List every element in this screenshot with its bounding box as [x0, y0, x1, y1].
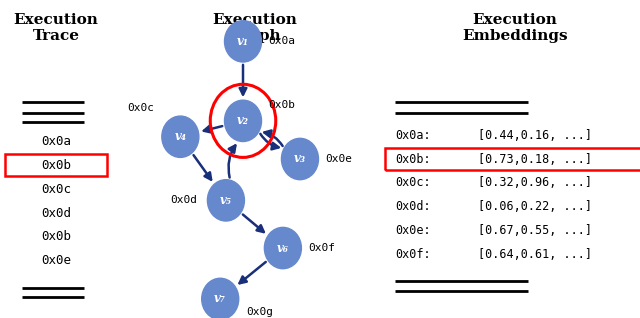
Text: 0x0c:: 0x0c: — [396, 176, 431, 189]
Text: v₂: v₂ — [237, 114, 249, 127]
Text: Execution
Embeddings: Execution Embeddings — [462, 13, 568, 43]
FancyArrowPatch shape — [239, 262, 266, 283]
Text: 0x0a:: 0x0a: — [396, 129, 431, 142]
Text: 0x0b: 0x0b — [41, 159, 71, 172]
Text: 0x0c: 0x0c — [128, 103, 155, 113]
Text: 0x0a: 0x0a — [41, 135, 71, 148]
Text: 0x0e:: 0x0e: — [396, 224, 431, 237]
Text: Execution
Trace: Execution Trace — [13, 13, 99, 43]
Text: 0x0b: 0x0b — [269, 100, 296, 110]
FancyArrowPatch shape — [239, 65, 246, 94]
Text: 0x0a: 0x0a — [269, 36, 296, 46]
Circle shape — [264, 227, 301, 269]
FancyArrowPatch shape — [243, 215, 264, 232]
Text: 0x0d: 0x0d — [41, 207, 71, 219]
Text: v₅: v₅ — [220, 194, 232, 207]
Text: v₆: v₆ — [277, 242, 289, 254]
Text: 0x0b:: 0x0b: — [396, 153, 431, 165]
Circle shape — [162, 116, 199, 157]
Text: [0.64,0.61, ...]: [0.64,0.61, ...] — [477, 248, 592, 261]
Text: 0x0g: 0x0g — [246, 307, 273, 317]
FancyArrowPatch shape — [264, 130, 283, 146]
Text: 0x0c: 0x0c — [41, 183, 71, 196]
Text: v₄: v₄ — [174, 130, 186, 143]
Text: 0x0d: 0x0d — [170, 195, 197, 205]
Circle shape — [282, 138, 319, 180]
Text: 0x0e: 0x0e — [41, 254, 71, 267]
Text: 0x0f: 0x0f — [308, 243, 335, 253]
Text: v₃: v₃ — [294, 153, 306, 165]
Text: [0.67,0.55, ...]: [0.67,0.55, ...] — [477, 224, 592, 237]
FancyArrowPatch shape — [228, 145, 236, 177]
FancyArrowPatch shape — [260, 134, 278, 149]
Text: [0.06,0.22, ...]: [0.06,0.22, ...] — [477, 200, 592, 213]
Text: 0x0b: 0x0b — [41, 231, 71, 243]
Text: [0.44,0.16, ...]: [0.44,0.16, ...] — [477, 129, 592, 142]
Circle shape — [207, 180, 244, 221]
Text: 0x0d:: 0x0d: — [396, 200, 431, 213]
Circle shape — [225, 21, 262, 62]
Circle shape — [225, 100, 262, 142]
Text: 0x0f:: 0x0f: — [396, 248, 431, 261]
Text: [0.32,0.96, ...]: [0.32,0.96, ...] — [477, 176, 592, 189]
Text: Execution
Graph: Execution Graph — [212, 13, 297, 43]
Text: v₁: v₁ — [237, 35, 249, 48]
Text: [0.73,0.18, ...]: [0.73,0.18, ...] — [477, 153, 592, 165]
FancyArrowPatch shape — [193, 155, 211, 180]
Text: v₇: v₇ — [214, 293, 226, 305]
Circle shape — [202, 278, 239, 318]
FancyArrowPatch shape — [204, 126, 222, 132]
Text: 0x0e: 0x0e — [326, 154, 353, 164]
